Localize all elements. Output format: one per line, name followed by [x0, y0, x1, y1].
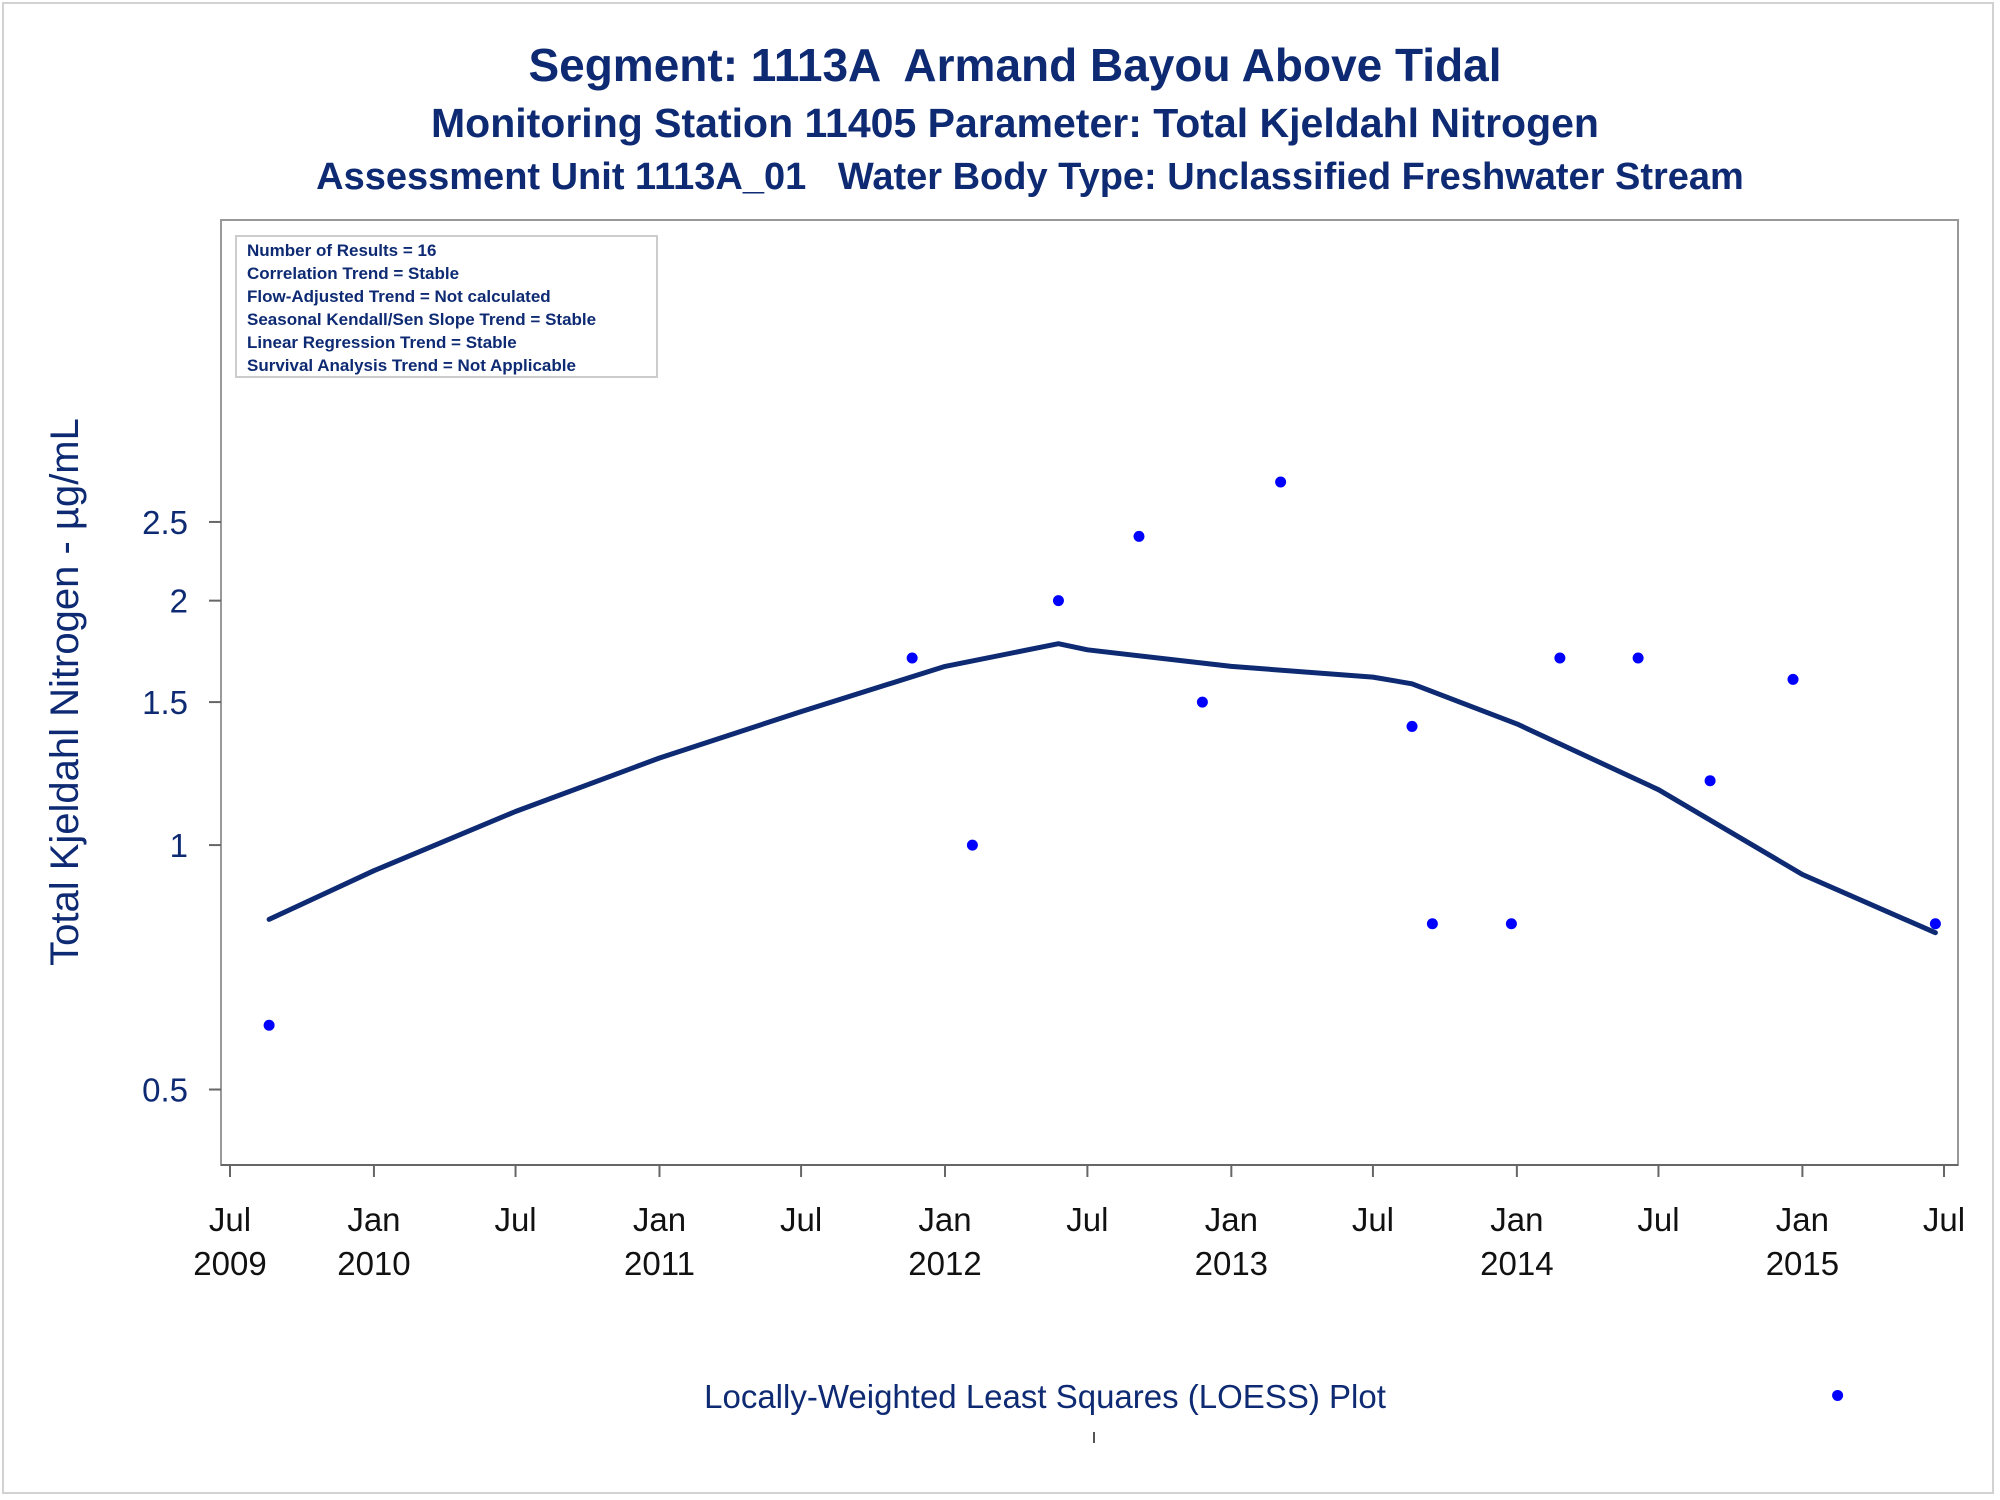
- x-tick-label-month: Jan: [918, 1201, 971, 1238]
- x-tick-label-year: 2011: [624, 1245, 695, 1282]
- y-tick-label: 2.5: [142, 504, 188, 541]
- y-axis-label: Total Kjeldahl Nitrogen - µg/mL: [43, 418, 87, 966]
- y-axis: 0.5 1 1.5 2 2.5: [142, 504, 221, 1109]
- data-point: [1832, 1389, 1844, 1401]
- data-point: [1632, 652, 1644, 664]
- y-tick-label: 1.5: [142, 684, 188, 721]
- x-tick-label-month: Jul: [1637, 1201, 1679, 1238]
- chart-subtitle-assessment: Assessment Unit 1113A_01 Water Body Type…: [316, 156, 1744, 198]
- x-tick-label-year: 2012: [908, 1245, 981, 1282]
- x-tick-label-month: Jan: [1490, 1201, 1543, 1238]
- x-tick-label-month: Jan: [633, 1201, 686, 1238]
- x-tick-label-year: 2009: [193, 1245, 266, 1282]
- y-tick-label: 1: [170, 827, 188, 864]
- data-point: [1275, 476, 1287, 488]
- x-tick-label-month: Jul: [209, 1201, 251, 1238]
- data-point: [1133, 530, 1145, 542]
- data-point: [1787, 673, 1799, 685]
- data-point: [906, 652, 918, 664]
- x-tick-label-year: 2010: [337, 1245, 410, 1282]
- x-tick-label-year: 2013: [1195, 1245, 1268, 1282]
- chart-subtitle-station: Monitoring Station 11405 Parameter: Tota…: [431, 100, 1599, 146]
- data-point: [1196, 696, 1208, 708]
- x-tick-label-month: Jul: [780, 1201, 822, 1238]
- y-tick-label: 0.5: [142, 1072, 188, 1109]
- data-point: [1505, 918, 1517, 930]
- data-point: [1929, 918, 1941, 930]
- data-point: [1426, 918, 1438, 930]
- legend-line: Seasonal Kendall/Sen Slope Trend = Stabl…: [247, 310, 596, 329]
- x-tick-label-month: Jul: [1066, 1201, 1108, 1238]
- y-tick-label: 2: [170, 583, 188, 620]
- loess-series: [266, 641, 1938, 936]
- data-point: [1406, 720, 1418, 732]
- x-tick-label-month: Jul: [1352, 1201, 1394, 1238]
- x-tick-label-month: Jul: [1923, 1201, 1965, 1238]
- data-point: [263, 1019, 275, 1031]
- chart-title: Segment: 1113A Armand Bayou Above Tidal: [528, 39, 1502, 91]
- legend-box: [235, 235, 658, 378]
- footnote-mark: [1093, 1432, 1095, 1443]
- chart-footnote: Locally-Weighted Least Squares (LOESS) P…: [704, 1378, 1386, 1415]
- loess-line: [266, 641, 1938, 936]
- data-point: [1052, 595, 1064, 607]
- legend: Number of Results = 16 Correlation Trend …: [235, 235, 658, 378]
- legend-line: Correlation Trend = Stable: [247, 264, 459, 283]
- x-tick-label-month: Jan: [347, 1201, 400, 1238]
- x-tick-label-year: 2015: [1766, 1245, 1839, 1282]
- x-tick-label-month: Jul: [494, 1201, 536, 1238]
- legend-line: Number of Results = 16: [247, 241, 436, 260]
- data-point: [966, 839, 978, 851]
- x-tick-label-month: Jan: [1205, 1201, 1258, 1238]
- x-tick-label-year: 2014: [1480, 1245, 1553, 1282]
- data-points: [263, 476, 1941, 1401]
- data-point: [1554, 652, 1566, 664]
- legend-line: Linear Regression Trend = Stable: [247, 333, 517, 352]
- data-point: [1704, 775, 1716, 787]
- legend-line: Flow-Adjusted Trend = Not calculated: [247, 287, 551, 306]
- legend-line: Survival Analysis Trend = Not Applicable: [247, 356, 576, 375]
- x-axis: Jul 2009 Jan 2010 Jul Jan 2011 Jul Jan 2012 Jul Jan…: [193, 1165, 1965, 1282]
- x-tick-label-month: Jan: [1776, 1201, 1829, 1238]
